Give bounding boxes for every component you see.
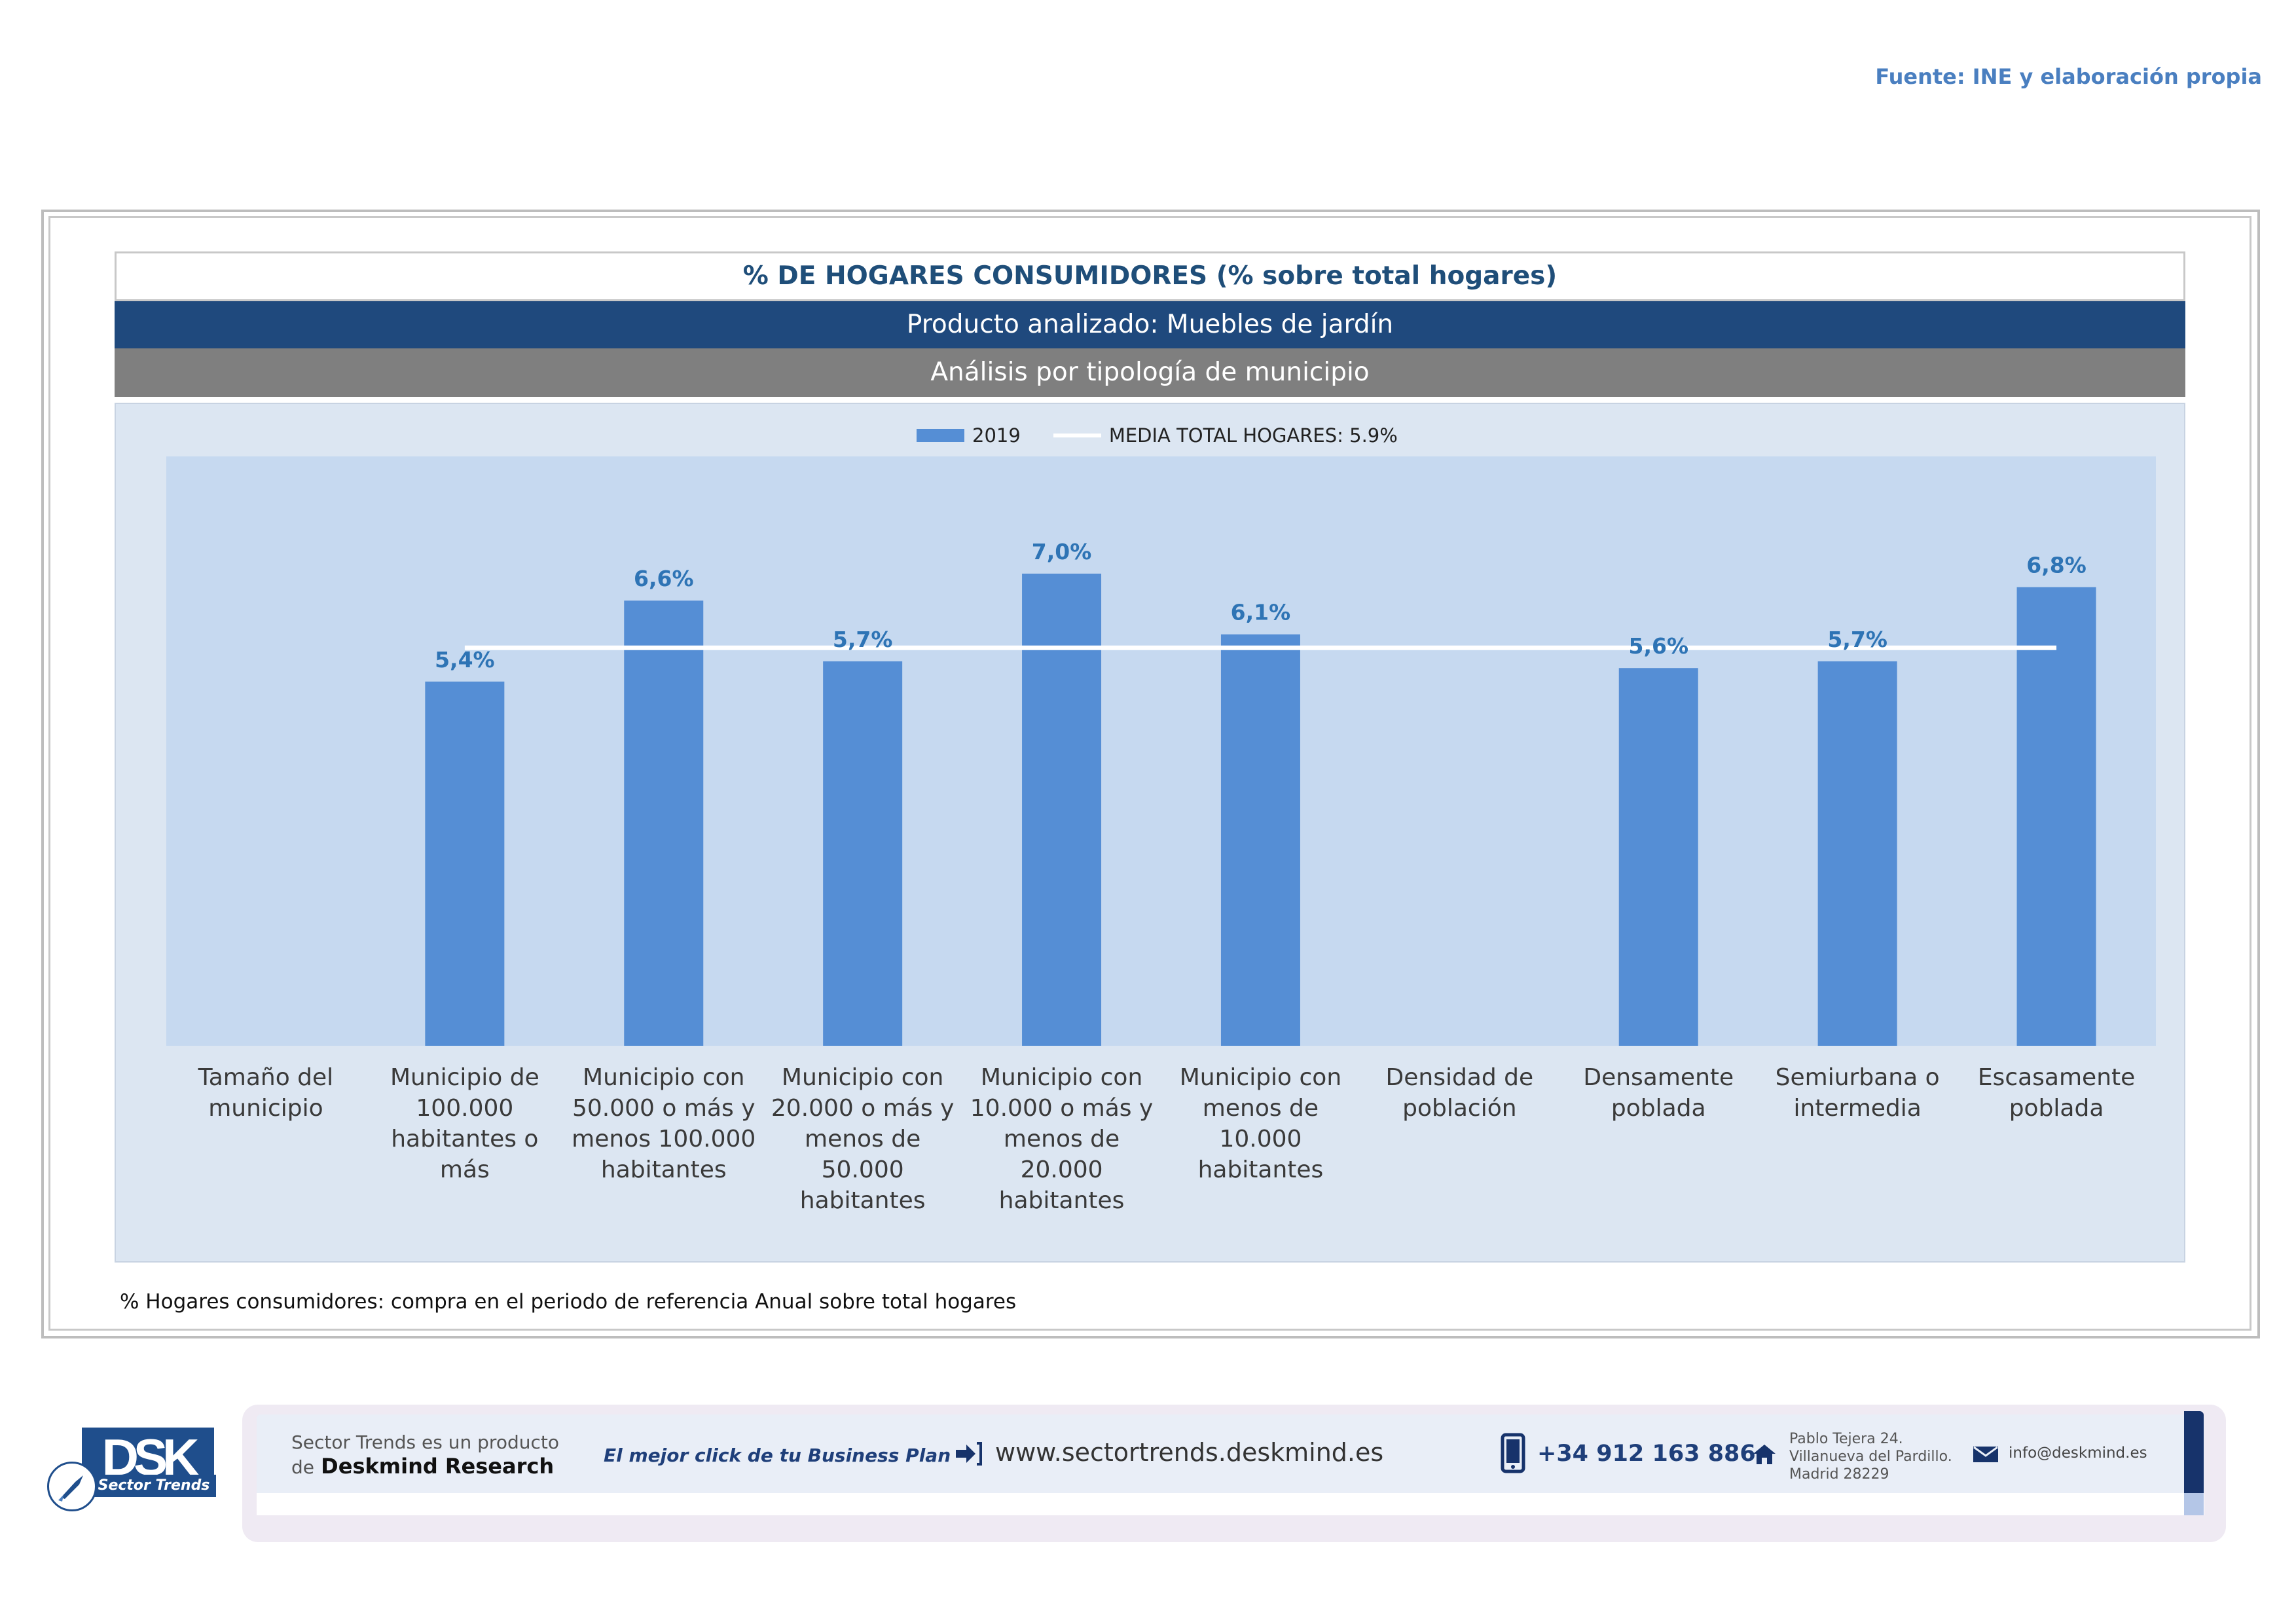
category-label-line: 100.000 (416, 1095, 514, 1122)
category-label-line: Municipio con (1179, 1064, 1342, 1091)
category-label-line: habitantes (799, 1187, 926, 1214)
source-note: Fuente: INE y elaboración propia (1875, 64, 2262, 89)
bar-1 (425, 681, 505, 1046)
legend-series-label: 2019 (972, 424, 1021, 447)
value-label-4: 7,0% (1032, 539, 1092, 564)
address: Pablo Tejera 24. Villanueva del Pardillo… (1789, 1430, 1952, 1483)
category-label-line: habitantes (998, 1187, 1125, 1214)
mail-icon (1973, 1446, 1999, 1466)
website-link-group[interactable] (955, 1441, 983, 1469)
category-label-9: Escasamente poblada (1958, 1062, 2155, 1124)
category-label-7: Densamente poblada (1560, 1062, 1757, 1124)
category-label-line: habitantes (1197, 1156, 1324, 1183)
brand-line-2-prefix: de (291, 1456, 314, 1478)
bar-2 (624, 600, 704, 1046)
category-label-line: poblada (1611, 1095, 1706, 1122)
phone-icon (1501, 1433, 1525, 1476)
category-label-line: menos de 50.000 (805, 1126, 921, 1183)
bar-8 (1817, 661, 1897, 1046)
footer-accent (2184, 1411, 2204, 1493)
chart-title: % DE HOGARES CONSUMIDORES (% sobre total… (115, 251, 2185, 301)
category-label-line: 20.000 o más y (771, 1095, 955, 1122)
category-label-line: menos de 10.000 (1202, 1095, 1319, 1153)
email-link[interactable]: info@deskmind.es (2009, 1445, 2147, 1462)
category-label-line: Municipio con (781, 1064, 944, 1091)
chart-legend: 2019 MEDIA TOTAL HOGARES: 5.9% (917, 424, 1398, 447)
category-label-line: Tamaño del (198, 1064, 334, 1091)
category-label-line: poblada (2009, 1095, 2104, 1122)
footer-accent-light (2184, 1493, 2204, 1515)
brand-name: Deskmind Research (321, 1454, 555, 1479)
footnote: % Hogares consumidores: compra en el per… (120, 1290, 1017, 1314)
phone-number[interactable]: +34 912 163 886 (1537, 1441, 1756, 1467)
category-label-line: Municipio con (583, 1064, 745, 1091)
brand-line-2: de Deskmind Research (291, 1454, 554, 1479)
category-label-0: Tamaño del municipio (168, 1062, 364, 1124)
bar-7 (1618, 668, 1698, 1046)
address-line-2: Villanueva del Pardillo. (1789, 1449, 1952, 1465)
category-label-line: población (1402, 1095, 1517, 1122)
category-label-line: habitantes o más (391, 1126, 539, 1183)
category-label-line: Municipio de (390, 1064, 539, 1091)
category-label-8: Semiurbana o intermedia (1759, 1062, 1956, 1124)
category-label-5: Municipio con menos de 10.000 habitantes (1162, 1062, 1358, 1185)
footer-strip (257, 1493, 2204, 1515)
dsk-logo-subtitle: Sector Trends (92, 1475, 216, 1497)
website-link[interactable]: www.sectortrends.deskmind.es (995, 1438, 1384, 1467)
address-line-3: Madrid 28229 (1789, 1466, 1889, 1483)
legend-bar-swatch (917, 429, 964, 442)
rocket-icon (47, 1462, 97, 1511)
value-label-1: 5,4% (435, 647, 495, 673)
value-label-5: 6,1% (1231, 600, 1291, 625)
bar-3 (823, 661, 903, 1046)
slogan: El mejor click de tu Business Plan (604, 1445, 951, 1466)
brand-line-1: Sector Trends es un producto (291, 1431, 559, 1453)
value-label-7: 5,6% (1628, 633, 1688, 659)
chart-frame-inner (48, 216, 2251, 1331)
category-label-4: Municipio con 10.000 o más y menos de 20.0… (964, 1062, 1160, 1216)
category-label-line: Densamente (1583, 1064, 1734, 1091)
bar-9 (2016, 587, 2096, 1046)
legend-line-swatch (1053, 434, 1101, 437)
category-label-6: Densidad de población (1361, 1062, 1558, 1124)
address-line-1: Pablo Tejera 24. (1789, 1431, 1903, 1447)
value-label-8: 5,7% (1827, 627, 1887, 652)
category-label-line: Densidad de (1385, 1064, 1534, 1091)
category-label-line: habitantes (600, 1156, 727, 1183)
value-label-3: 5,7% (833, 627, 893, 652)
login-arrow-icon (955, 1442, 983, 1469)
value-label-2: 6,6% (634, 566, 694, 591)
legend-line-label: MEDIA TOTAL HOGARES: 5.9% (1108, 424, 1398, 447)
analysis-banner: Análisis por tipología de municipio (115, 348, 2185, 397)
category-label-line: 50.000 o más y (572, 1095, 756, 1122)
category-label-2: Municipio con 50.000 o más y menos 100.000… (566, 1062, 762, 1185)
bar-4 (1022, 574, 1102, 1046)
value-label-9: 6,8% (2026, 553, 2086, 578)
chart-frame-outer (41, 210, 2260, 1338)
bar-5 (1220, 634, 1300, 1046)
category-label-line: Escasamente (1977, 1064, 2136, 1091)
product-banner: Producto analizado: Muebles de jardín (115, 301, 2185, 348)
home-icon (1752, 1443, 1777, 1468)
category-label-line: intermedia (1793, 1095, 1922, 1122)
category-label-line: 10.000 o más y (970, 1095, 1154, 1122)
category-label-line: Municipio con (980, 1064, 1143, 1091)
category-label-line: municipio (208, 1095, 323, 1122)
category-label-1: Municipio de 100.000 habitantes o más (367, 1062, 563, 1185)
category-label-line: menos 100.000 (572, 1126, 756, 1153)
category-label-line: menos de 20.000 (1003, 1126, 1120, 1183)
category-label-line: Semiurbana o (1775, 1064, 1940, 1091)
category-label-3: Municipio con 20.000 o más y menos de 50.0… (765, 1062, 961, 1216)
